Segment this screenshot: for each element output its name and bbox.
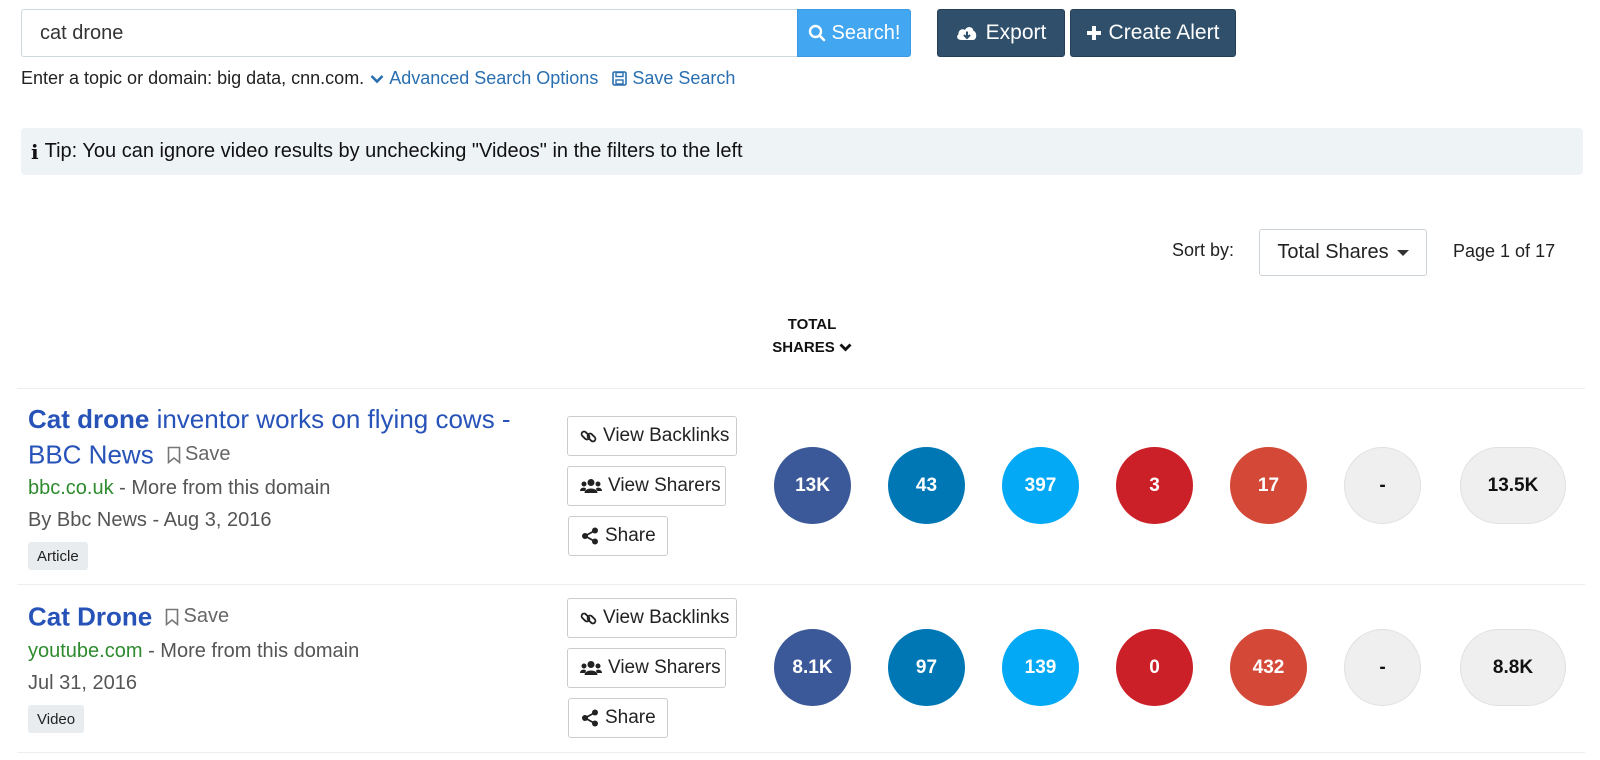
share-button[interactable]: Share	[568, 698, 668, 738]
content-type-badge: Video	[28, 705, 85, 733]
share-label: Share	[605, 525, 656, 546]
other-shares-count: -	[1344, 447, 1421, 524]
result-title[interactable]: Cat Drone Save	[28, 599, 548, 635]
caret-down-icon	[1396, 249, 1409, 256]
tip-text: Tip: You can ignore video results by unc…	[44, 140, 743, 162]
save-search-link[interactable]: Save Search	[612, 68, 735, 89]
result-domain-link[interactable]: bbc.co.uk	[28, 477, 114, 499]
search-button-label: Search!	[831, 21, 901, 44]
reddit-shares-count[interactable]: 432	[1230, 629, 1307, 706]
link-icon	[580, 428, 597, 445]
advanced-search-link[interactable]: Advanced Search Options	[370, 68, 598, 89]
export-button[interactable]: Export	[937, 9, 1065, 57]
result-meta: By Bbc News - Aug 3, 2016	[28, 509, 272, 531]
save-result-button[interactable]: Save	[167, 437, 231, 472]
more-from-domain-link[interactable]: - More from this domain	[142, 640, 360, 662]
view-sharers-label: View Sharers	[608, 657, 721, 678]
row-divider	[17, 752, 1585, 753]
linkedin-shares-count[interactable]: 43	[888, 447, 965, 524]
total-shares-count: 8.8K	[1460, 629, 1566, 706]
search-icon	[808, 24, 826, 42]
facebook-shares-count[interactable]: 13K	[774, 447, 851, 524]
more-from-domain-link[interactable]: - More from this domain	[113, 477, 331, 499]
result-title-bold: Cat Drone	[28, 601, 153, 632]
view-backlinks-button[interactable]: View Backlinks	[567, 416, 737, 456]
column-header-line1: TOTAL	[787, 316, 837, 333]
view-sharers-label: View Sharers	[608, 475, 721, 496]
tip-banner: i Tip: You can ignore video results by u…	[21, 128, 1583, 175]
result-title[interactable]: Cat drone inventor works on flying cows …	[28, 402, 548, 473]
view-backlinks-label: View Backlinks	[603, 607, 730, 628]
twitter-shares-count[interactable]: 397	[1002, 447, 1079, 524]
other-shares-count: -	[1344, 629, 1421, 706]
bookmark-icon	[165, 608, 179, 626]
save-label: Save	[183, 605, 230, 627]
row-divider	[17, 388, 1585, 389]
sort-selected: Total Shares	[1277, 241, 1389, 263]
search-hint: Enter a topic or domain: big data, cnn.c…	[21, 68, 735, 89]
column-header-line2: SHARES	[772, 339, 835, 356]
export-label: Export	[985, 21, 1047, 44]
hint-text: Enter a topic or domain: big data, cnn.c…	[21, 68, 365, 88]
pinterest-shares-count[interactable]: 3	[1116, 447, 1193, 524]
link-icon	[580, 610, 597, 627]
bookmark-icon	[167, 446, 181, 464]
create-alert-label: Create Alert	[1108, 21, 1220, 44]
save-search-label: Save Search	[632, 68, 736, 88]
users-icon	[580, 660, 602, 676]
info-icon: i	[31, 139, 39, 164]
floppy-disk-icon	[612, 71, 628, 86]
create-alert-button[interactable]: Create Alert	[1070, 9, 1236, 57]
result-meta: Jul 31, 2016	[28, 672, 137, 694]
sort-dropdown[interactable]: Total Shares	[1259, 229, 1427, 276]
reddit-shares-count[interactable]: 17	[1230, 447, 1307, 524]
view-sharers-button[interactable]: View Sharers	[567, 466, 726, 506]
linkedin-shares-count[interactable]: 97	[888, 629, 965, 706]
advanced-search-label: Advanced Search Options	[389, 68, 599, 88]
row-divider	[17, 584, 1585, 585]
result-domain-line: youtube.com - More from this domain	[28, 640, 359, 663]
sort-label: Sort by:	[1172, 240, 1235, 260]
content-type-badge: Article	[28, 542, 88, 570]
page-info: Page 1 of 17	[1453, 241, 1556, 261]
result-domain-line: bbc.co.uk - More from this domain	[28, 477, 330, 500]
share-label: Share	[605, 707, 656, 728]
chevron-down-icon	[839, 343, 852, 352]
twitter-shares-count[interactable]: 139	[1002, 629, 1079, 706]
result-title-bold: Cat drone	[28, 404, 150, 434]
pinterest-shares-count[interactable]: 0	[1116, 629, 1193, 706]
total-shares-column-header[interactable]: TOTAL SHARES	[760, 313, 864, 359]
facebook-shares-count[interactable]: 8.1K	[774, 629, 851, 706]
share-button[interactable]: Share	[568, 516, 668, 556]
view-backlinks-label: View Backlinks	[603, 425, 730, 446]
save-result-button[interactable]: Save	[165, 599, 229, 634]
total-shares-count: 13.5K	[1460, 447, 1566, 524]
result-domain-link[interactable]: youtube.com	[28, 640, 143, 662]
share-icon	[581, 527, 599, 545]
view-backlinks-button[interactable]: View Backlinks	[567, 598, 737, 638]
search-input[interactable]	[21, 9, 797, 57]
share-icon	[581, 709, 599, 727]
save-label: Save	[184, 443, 231, 465]
result-title-rest: inventor works on flying cows - BBC News	[28, 404, 511, 470]
search-button[interactable]: Search!	[797, 9, 911, 57]
view-sharers-button[interactable]: View Sharers	[567, 648, 726, 688]
users-icon	[580, 478, 602, 494]
chevron-down-icon	[370, 74, 384, 84]
cloud-download-icon	[956, 25, 978, 41]
plus-icon	[1086, 26, 1101, 40]
